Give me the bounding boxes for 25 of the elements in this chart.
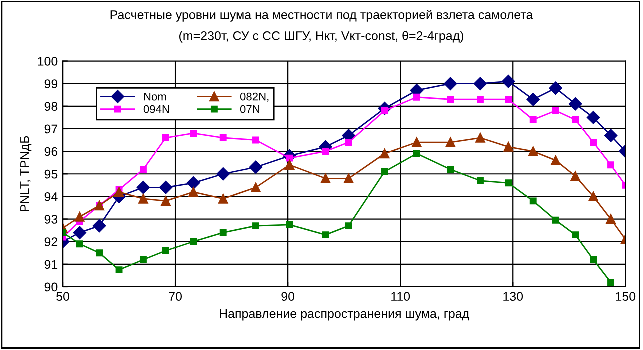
x-tick-label: 110	[392, 292, 410, 302]
y-tick-label: 100	[38, 57, 58, 66]
legend-label: 094N	[144, 105, 170, 114]
y-tick-label: 94	[44, 192, 58, 202]
y-tick-label: 91	[44, 260, 58, 270]
y-tick-label: 97	[44, 124, 58, 134]
x-tick-label: 130	[504, 292, 524, 302]
y-axis-title: PNLT, TPNдБ	[20, 136, 32, 212]
y-tick-label: 92	[44, 238, 58, 246]
x-tick-label: 50	[56, 292, 70, 302]
legend-label: Nom	[144, 92, 166, 101]
y-tick-label: 93	[44, 215, 58, 224]
chart-subtitle: (m=230т, СУ с СС ШГУ, Нкт, Vкт-const, θ=2-4град)	[180, 31, 464, 43]
x-axis-title: Направление распространения шума, град	[220, 310, 470, 321]
chart-title: Расчетные уровни шума на местности под траекторией взлета самолета	[110, 10, 534, 22]
y-tick-label: 99	[44, 80, 58, 88]
y-tick-label: 98	[44, 102, 58, 112]
y-tick-label: 90	[44, 282, 58, 292]
y-tick-label: 96	[44, 147, 58, 156]
legend-label: 07N	[240, 105, 260, 114]
legend-label: 082N,	[240, 92, 269, 102]
x-tick-label: 90	[282, 292, 295, 302]
x-tick-label: 150	[616, 292, 636, 302]
y-tick-label: 95	[44, 170, 58, 179]
x-tick-label: 70	[169, 292, 182, 302]
